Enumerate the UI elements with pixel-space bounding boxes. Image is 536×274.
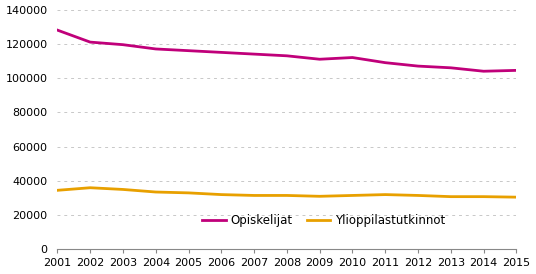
Opiskelijat	[251, 52, 257, 56]
Line: Opiskelijat: Opiskelijat	[57, 30, 516, 71]
Opiskelijat	[54, 28, 61, 32]
Opiskelijat	[415, 64, 421, 68]
Opiskelijat	[153, 47, 159, 51]
Opiskelijat	[185, 49, 192, 52]
Ylioppilastutkinnot	[218, 193, 225, 196]
Opiskelijat	[87, 41, 93, 44]
Opiskelijat	[480, 70, 487, 73]
Opiskelijat	[316, 58, 323, 61]
Opiskelijat	[349, 56, 356, 59]
Ylioppilastutkinnot	[54, 189, 61, 192]
Line: Ylioppilastutkinnot: Ylioppilastutkinnot	[57, 188, 516, 197]
Opiskelijat	[284, 54, 290, 58]
Opiskelijat	[513, 69, 519, 72]
Ylioppilastutkinnot	[316, 195, 323, 198]
Ylioppilastutkinnot	[284, 194, 290, 197]
Ylioppilastutkinnot	[87, 186, 93, 189]
Ylioppilastutkinnot	[513, 196, 519, 199]
Opiskelijat	[448, 66, 454, 69]
Ylioppilastutkinnot	[120, 188, 126, 191]
Opiskelijat	[382, 61, 389, 64]
Legend: Opiskelijat, Ylioppilastutkinnot: Opiskelijat, Ylioppilastutkinnot	[197, 209, 450, 232]
Ylioppilastutkinnot	[153, 190, 159, 194]
Ylioppilastutkinnot	[480, 195, 487, 198]
Ylioppilastutkinnot	[251, 194, 257, 197]
Opiskelijat	[218, 51, 225, 54]
Ylioppilastutkinnot	[382, 193, 389, 196]
Ylioppilastutkinnot	[185, 191, 192, 195]
Ylioppilastutkinnot	[448, 195, 454, 198]
Ylioppilastutkinnot	[415, 194, 421, 197]
Ylioppilastutkinnot	[349, 194, 356, 197]
Opiskelijat	[120, 43, 126, 46]
